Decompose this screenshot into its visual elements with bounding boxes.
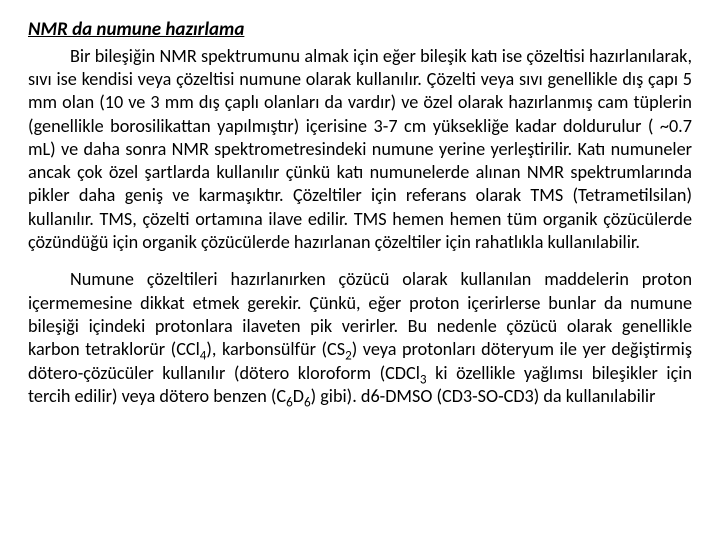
paragraph-2: Numune çözeltileri hazırlanırken çözücü … <box>28 268 692 408</box>
section-heading: NMR da numune hazırlama <box>28 18 692 43</box>
paragraph-1: Bir bileşiğin NMR spektrumunu almak için… <box>28 45 692 255</box>
subscript-d6: 6 <box>304 394 311 410</box>
paragraph-2-text-b: ), karbonsülfür (CS <box>206 338 345 360</box>
document-page: NMR da numune hazırlama Bir bileşiğin NM… <box>0 0 720 540</box>
subscript-c6: 6 <box>286 394 293 410</box>
paragraph-2-text-f: ) gibi). d6-DMSO (CD3-SO-CD3) da kullanı… <box>311 385 656 407</box>
paragraph-2-text-e: D <box>293 385 304 407</box>
paragraph-1-text: Bir bileşiğin NMR spektrumunu almak için… <box>28 45 692 253</box>
